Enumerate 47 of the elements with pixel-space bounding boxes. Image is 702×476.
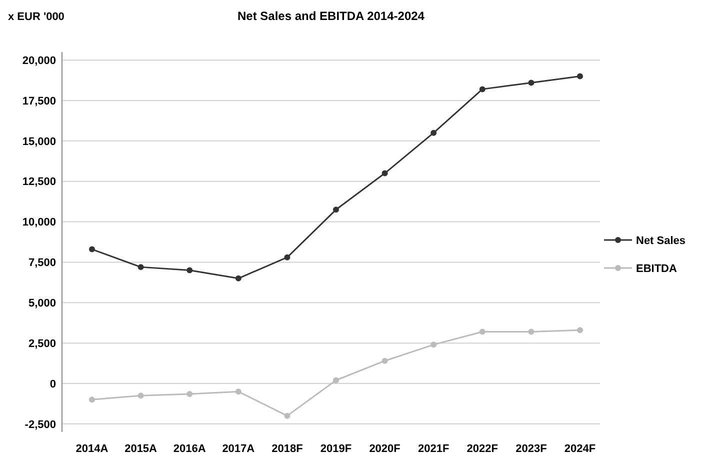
y-tick-label: 20,000 <box>22 54 56 67</box>
point <box>333 377 339 384</box>
point <box>333 206 339 213</box>
point <box>382 170 388 176</box>
x-tick-label: 2014A <box>76 443 108 455</box>
y-tick-label: 12,500 <box>22 176 56 188</box>
y-tick-label: 10,000 <box>22 216 56 229</box>
point <box>186 267 193 274</box>
x-tick-label: 2020F <box>369 443 401 455</box>
y-tick-label: 7,500 <box>28 257 56 270</box>
point <box>577 327 583 334</box>
x-tick-label: 2021F <box>418 443 450 455</box>
y-tick-label: 0 <box>50 378 56 390</box>
point <box>284 254 290 260</box>
x-tick-label: 2017A <box>222 443 255 455</box>
legend-label: EBITDA <box>636 262 677 275</box>
y-tick-label: 15,000 <box>22 136 56 148</box>
point <box>89 396 95 403</box>
point <box>284 412 290 419</box>
y-axis-title: x EUR '000 <box>8 11 64 23</box>
x-tick-label: 2022F <box>466 443 498 455</box>
point <box>528 80 534 86</box>
x-tick-label: 2019F <box>320 443 352 455</box>
chart-title: Net Sales and EBITDA 2014-2024 <box>238 9 425 23</box>
y-tick-label: 5,000 <box>28 297 56 310</box>
point <box>138 392 144 399</box>
point <box>430 342 437 348</box>
point <box>577 73 583 80</box>
point <box>528 328 534 335</box>
x-tick-label: 2016A <box>173 443 206 455</box>
x-tick-label: 2024F <box>564 443 596 455</box>
legend-label: Net Sales <box>636 234 686 247</box>
y-tick-label: 17,500 <box>22 95 56 108</box>
point <box>138 264 144 270</box>
point <box>430 130 437 136</box>
point <box>186 391 193 397</box>
x-tick-label: 2023F <box>516 443 548 455</box>
y-tick-label: 2,500 <box>28 338 56 350</box>
point <box>479 328 486 335</box>
point <box>89 246 95 252</box>
point <box>235 388 242 395</box>
point <box>479 86 486 92</box>
point <box>382 358 388 364</box>
x-tick-label: 2015A <box>124 443 158 455</box>
x-tick-label: 2018F <box>272 443 304 455</box>
point <box>235 275 242 282</box>
y-tick-label: -2,500 <box>24 418 56 431</box>
